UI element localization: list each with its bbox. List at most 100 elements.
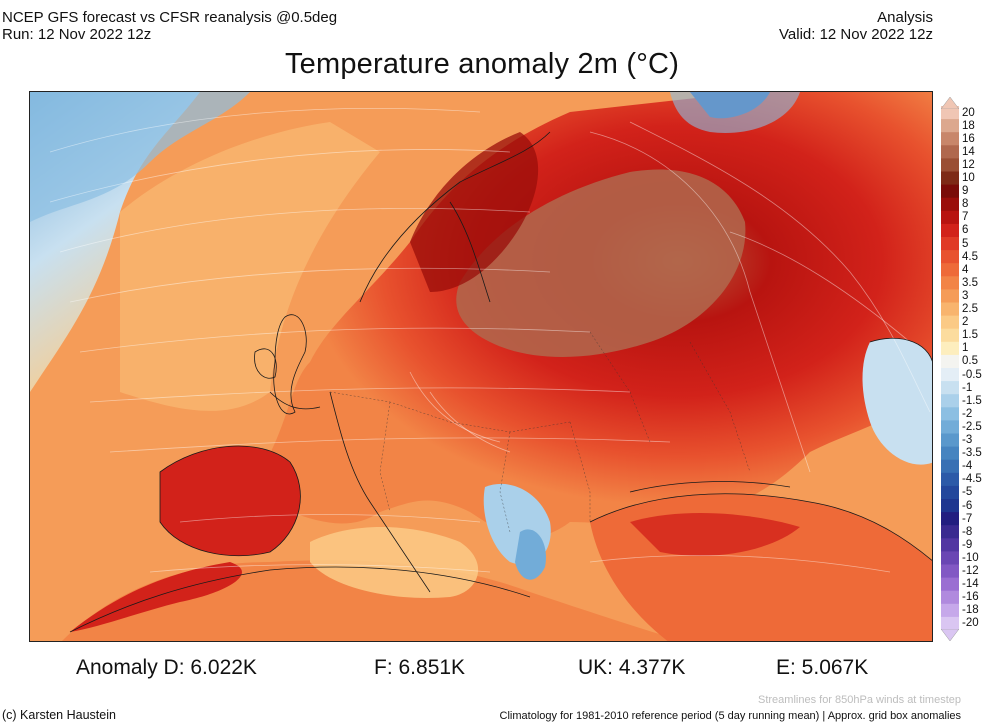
atlantic-north-cool	[30, 92, 250, 222]
colorbar-tick-label: -5	[962, 486, 973, 499]
colorbar-cell	[941, 459, 959, 474]
colorbar-tick-label: -12	[962, 565, 979, 578]
scandinavia-warm	[410, 132, 539, 292]
colorbar-top-cap	[940, 96, 960, 110]
colorbar-cell	[941, 551, 959, 565]
colorbar-tick-label: -14	[962, 578, 979, 591]
colorbar-tick-label: -18	[962, 604, 979, 617]
colorbar-cell	[941, 590, 959, 605]
colorbar-bottom-cap	[940, 628, 960, 642]
colorbar-tick-label: -3	[962, 434, 973, 447]
colorbar-tick-label: -20	[962, 617, 979, 630]
colorbar-cell	[941, 433, 959, 448]
colorbar-cell	[941, 564, 959, 579]
greece-cool	[515, 529, 546, 580]
colorbar	[941, 106, 959, 630]
colorbar-cell	[941, 171, 959, 186]
atlantic-orange-band	[120, 122, 380, 411]
colorbar-cell	[941, 145, 959, 159]
colorbar-cell	[941, 276, 959, 290]
header-left: NCEP GFS forecast vs CFSR reanalysis @0.…	[2, 9, 337, 43]
coastlines	[69, 131, 932, 633]
colorbar-tick-label: 3.5	[962, 276, 978, 289]
north-africa-coast-warm	[70, 562, 242, 632]
colorbar-cell	[941, 368, 959, 382]
map-canvas	[30, 92, 932, 641]
colorbar-cell	[941, 197, 959, 212]
colorbar-tick-label: 16	[962, 132, 975, 145]
colorbar-cell	[941, 106, 959, 120]
colorbar-tick-label: -7	[962, 512, 973, 525]
colorbar-tick-label: 10	[962, 172, 975, 185]
analysis-label: Analysis	[877, 9, 933, 26]
colorbar-tick-label: -10	[962, 551, 979, 564]
colorbar-tick-label: -1.5	[962, 394, 982, 407]
colorbar-tick-label: 2.5	[962, 303, 978, 316]
colorbar-cell	[941, 328, 959, 343]
colorbar-tick-label: 6	[962, 224, 969, 237]
colorbar-cell	[941, 603, 959, 618]
colorbar-tick-label: 12	[962, 158, 975, 171]
colorbar-tick-label: -4.5	[962, 473, 982, 486]
colorbar-tick-label: 3	[962, 289, 969, 302]
colorbar-tick-label: -0.5	[962, 368, 982, 381]
colorbar-cell	[941, 250, 959, 264]
map-title: Temperature anomaly 2m (°C)	[284, 48, 680, 80]
colorbar-tick-label: 4	[962, 263, 969, 276]
anomaly-uk: UK: 4.377K	[578, 656, 686, 679]
colorbar-cell	[941, 381, 959, 395]
colorbar-cell	[941, 577, 959, 592]
colorbar-tick-label: 18	[962, 119, 975, 132]
colorbar-tick-label: -9	[962, 538, 973, 551]
streamlines	[49, 107, 931, 573]
colorbar-tick-label: -1	[962, 381, 973, 394]
colorbar-cell	[941, 184, 959, 199]
colorbar-cell	[941, 119, 959, 133]
colorbar-cell	[941, 341, 959, 356]
colorbar-tick-label: -2.5	[962, 420, 982, 433]
colorbar-tick-label: -4	[962, 460, 973, 473]
colorbar-cell	[941, 223, 959, 238]
header-right: Analysis Valid: 12 Nov 2022 12z	[779, 9, 933, 43]
borders	[329, 331, 751, 533]
colorbar-tick-label: 0.5	[962, 355, 978, 368]
arctic-cool-halo	[670, 92, 800, 133]
colorbar-cell	[941, 302, 959, 317]
colorbar-tick-label: 2	[962, 316, 969, 329]
colorbar-cell	[941, 354, 959, 369]
colorbar-cell	[941, 512, 959, 526]
colorbar-cell	[941, 485, 959, 500]
colorbar-cell	[941, 499, 959, 513]
turkey-hot	[630, 512, 800, 556]
anomaly-summary: Anomaly D: 6.022K F: 6.851K UK: 4.377K E…	[0, 656, 989, 686]
credit: (c) Karsten Haustein	[2, 708, 116, 722]
colorbar-tick-label: -6	[962, 499, 973, 512]
run-time: Run: 12 Nov 2022 12z	[2, 26, 152, 43]
colorbar-cell	[941, 616, 959, 630]
colorbar-tick-label: -8	[962, 525, 973, 538]
colorbar-cell	[941, 525, 959, 539]
colorbar-tick-label: -2	[962, 407, 973, 420]
streamline-note: Streamlines for 850hPa winds at timestep	[758, 694, 961, 706]
anomaly-france: F: 6.851K	[374, 656, 466, 679]
colorbar-tick-label: -16	[962, 591, 979, 604]
anomaly-europe: E: 5.067K	[776, 656, 869, 679]
colorbar-tick-label: 1.5	[962, 329, 978, 342]
colorbar-tick-label: -3.5	[962, 447, 982, 460]
colorbar-cell	[941, 210, 959, 225]
colorbar-cell	[941, 315, 959, 330]
colorbar-tick-label: 1	[962, 342, 969, 355]
caspian-cool	[862, 338, 932, 465]
colorbar-tick-label: 14	[962, 145, 975, 158]
colorbar-cell	[941, 263, 959, 277]
colorbar-tick-label: 8	[962, 198, 969, 211]
anomaly-map[interactable]	[29, 91, 933, 642]
colorbar-cell	[941, 289, 959, 303]
colorbar-cell	[941, 538, 959, 552]
valid-time: Valid: 12 Nov 2022 12z	[779, 26, 933, 43]
colorbar-cell	[941, 237, 959, 251]
colorbar-cell	[941, 446, 959, 461]
climatology-note: Climatology for 1981-2010 reference peri…	[499, 710, 961, 722]
extreme-warm-core	[456, 169, 746, 357]
colorbar-cell	[941, 394, 959, 408]
